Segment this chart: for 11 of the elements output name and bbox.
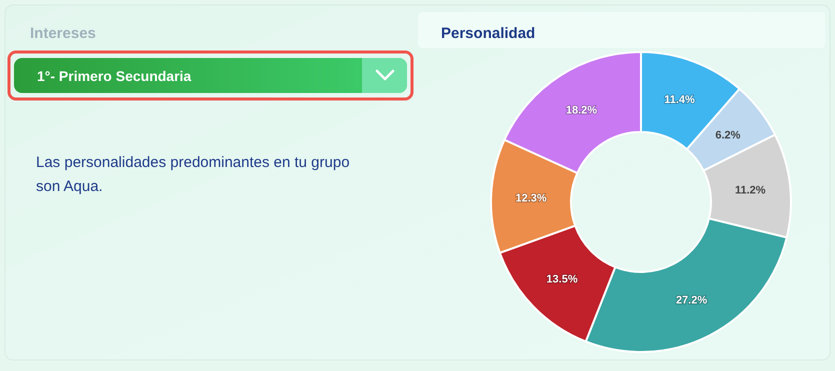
chart-title: Personalidad	[441, 25, 536, 42]
text: Las personalidades predominantes en tu grupo son Aqua.	[36, 154, 350, 195]
text: Intereses	[30, 25, 96, 42]
data-label: 27.2%	[676, 294, 708, 307]
data-label: 6.2%	[715, 129, 741, 142]
data-label: 18.2%	[566, 104, 598, 116]
data-label: 11.2%	[735, 184, 766, 196]
text: 1°- Primero Secundaria	[37, 68, 192, 84]
data-label: 12.3%	[515, 192, 547, 204]
data-label: 13.5%	[546, 273, 578, 286]
data-label: 11.4%	[664, 94, 696, 106]
